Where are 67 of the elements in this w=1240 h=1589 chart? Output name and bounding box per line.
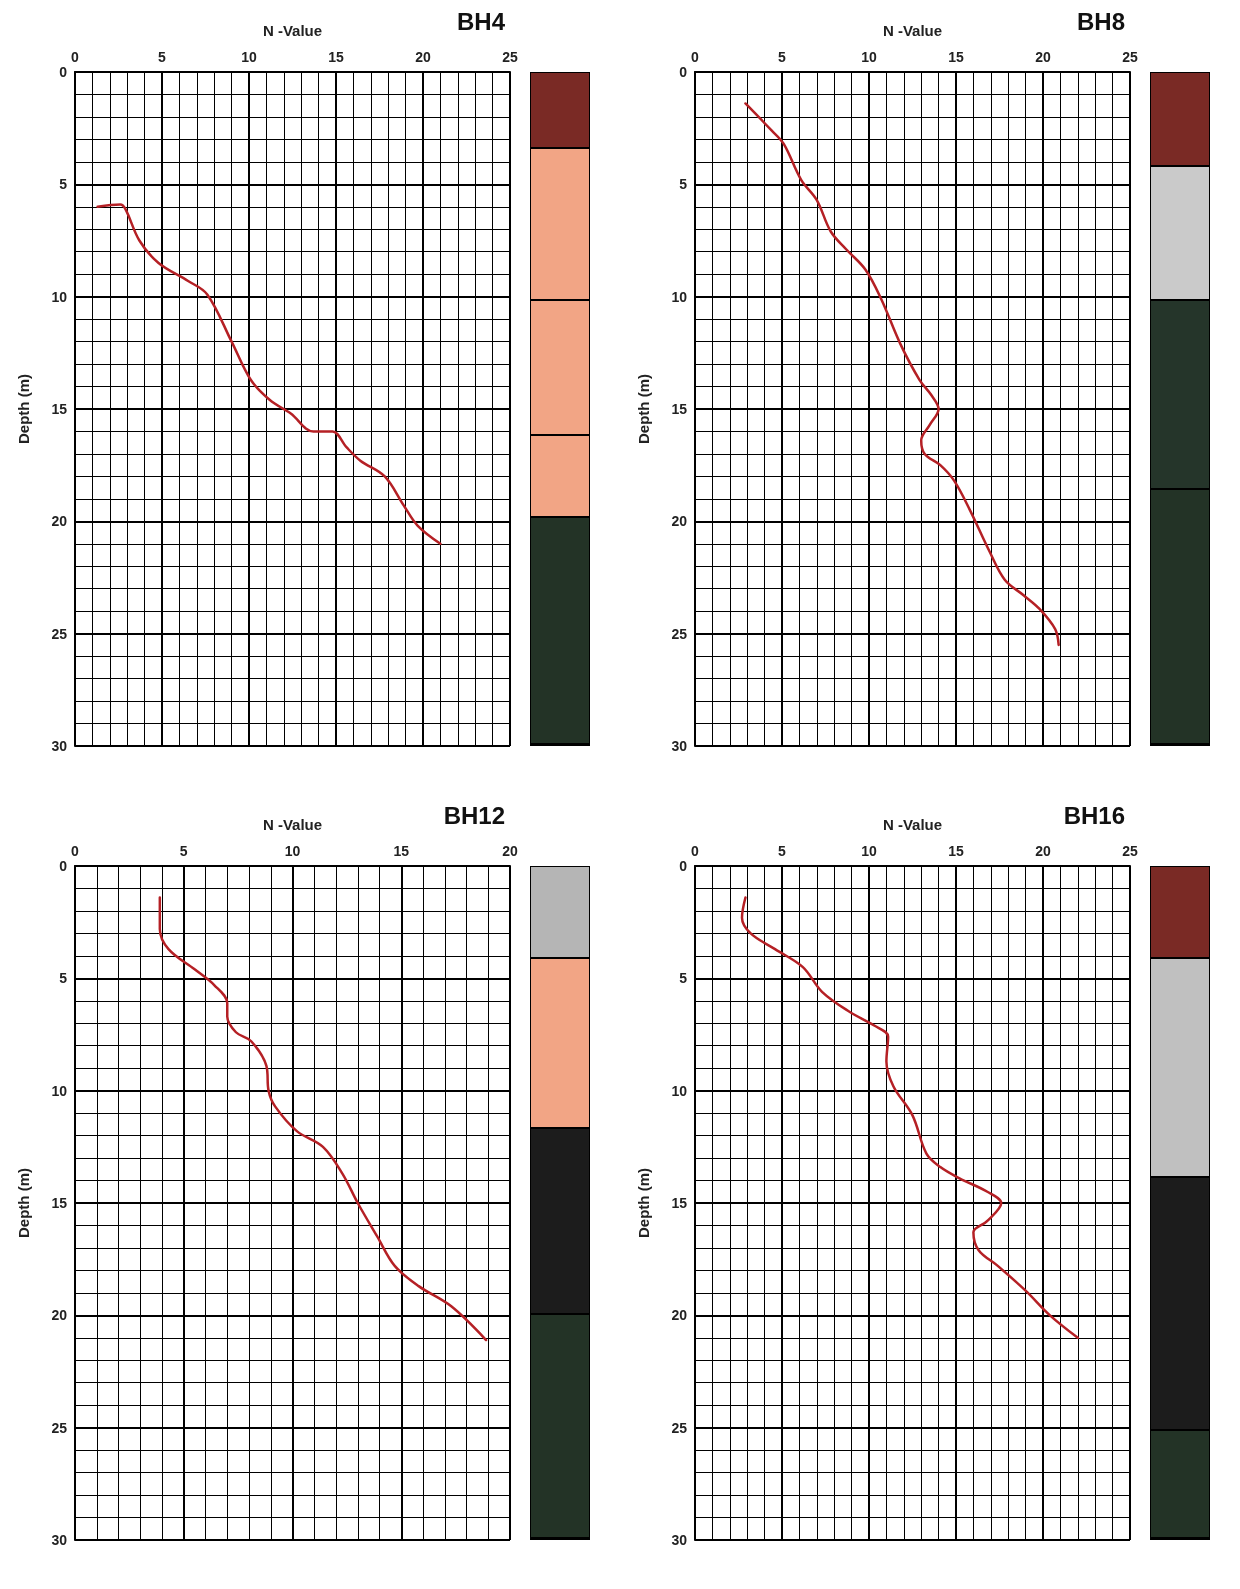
y-tick-label: 15 (671, 1195, 688, 1211)
line-series (158, 896, 488, 1342)
x-tick-label: 5 (179, 843, 188, 859)
y-tick-label: 15 (51, 401, 68, 417)
y-tick-label: 30 (51, 1532, 68, 1548)
y-tick-label: 10 (671, 1082, 688, 1099)
y-axis-title: Depth (m) (635, 374, 652, 444)
x-tick-label: 20 (415, 49, 431, 65)
x-tick-label: 15 (948, 49, 964, 65)
y-tick-label: 25 (671, 625, 688, 642)
x-tick-label: 15 (393, 843, 410, 859)
y-tick-label: 5 (679, 176, 688, 193)
line-series (740, 896, 1080, 1340)
y-tick-label: 30 (671, 1532, 688, 1548)
x-tick-label: 15 (948, 843, 964, 859)
x-tick-label: 10 (861, 49, 877, 65)
y-tick-label: 30 (671, 738, 688, 754)
x-tick-label: 25 (1122, 49, 1138, 65)
x-axis-title: N -Value (262, 22, 323, 39)
y-tick-label: 30 (51, 738, 68, 754)
x-tick-label: 0 (691, 49, 700, 65)
x-tick-label: 20 (502, 843, 518, 859)
x-tick-label: 20 (1035, 843, 1051, 859)
y-tick-label: 15 (51, 1195, 68, 1211)
x-tick-label: 10 (861, 843, 877, 859)
y-axis-title: Depth (m) (635, 1168, 652, 1238)
y-tick-label: 0 (679, 64, 688, 80)
x-axis-title: N -Value (262, 816, 323, 833)
x-tick-label: 10 (284, 843, 301, 859)
x-axis-title: N -Value (882, 22, 943, 39)
y-tick-label: 25 (671, 1419, 688, 1436)
y-tick-label: 25 (51, 625, 68, 642)
y-tick-label: 20 (51, 1307, 68, 1324)
y-tick-label: 0 (679, 858, 688, 874)
x-axis-title: N -Value (882, 816, 943, 833)
y-tick-label: 10 (51, 1082, 68, 1099)
x-tick-label: 15 (328, 49, 344, 65)
x-tick-label: 25 (1122, 843, 1138, 859)
y-tick-label: 15 (671, 401, 688, 417)
x-tick-label: 0 (691, 843, 700, 859)
y-tick-label: 5 (679, 970, 688, 987)
y-tick-label: 25 (51, 1419, 68, 1436)
line-series (744, 102, 1060, 647)
y-tick-label: 0 (59, 64, 68, 80)
x-tick-label: 5 (778, 843, 787, 859)
y-tick-label: 20 (51, 513, 68, 530)
line-series (96, 203, 442, 546)
y-tick-label: 20 (671, 1307, 688, 1324)
y-axis-title: Depth (m) (15, 1168, 32, 1238)
y-tick-label: 10 (671, 288, 688, 305)
chart-title: BH16 (1063, 801, 1125, 829)
y-tick-label: 5 (59, 970, 68, 987)
x-tick-label: 0 (71, 843, 80, 859)
chart-title: BH8 (1076, 7, 1125, 35)
x-tick-label: 20 (1035, 49, 1051, 65)
y-axis-title: Depth (m) (15, 374, 32, 444)
y-tick-label: 20 (671, 513, 688, 530)
chart-title: BH12 (443, 801, 505, 829)
x-tick-label: 25 (502, 49, 518, 65)
y-tick-label: 10 (51, 288, 68, 305)
y-tick-label: 0 (59, 858, 68, 874)
x-tick-label: 5 (158, 49, 167, 65)
y-tick-label: 5 (59, 176, 68, 193)
chart-title: BH4 (456, 7, 506, 35)
x-tick-label: 5 (778, 49, 787, 65)
x-tick-label: 0 (71, 49, 80, 65)
x-tick-label: 10 (241, 49, 257, 65)
